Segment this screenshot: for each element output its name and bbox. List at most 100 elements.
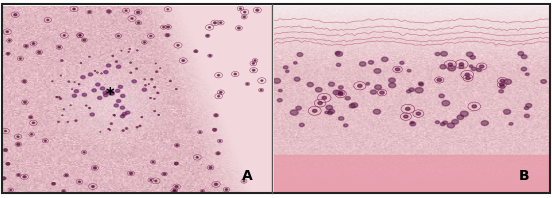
Circle shape	[136, 127, 137, 128]
Circle shape	[307, 82, 314, 87]
Circle shape	[370, 90, 376, 94]
Circle shape	[123, 130, 124, 131]
Circle shape	[343, 124, 348, 127]
Circle shape	[415, 88, 423, 93]
Circle shape	[199, 132, 201, 133]
Circle shape	[404, 115, 408, 118]
Circle shape	[121, 94, 125, 97]
Circle shape	[111, 123, 112, 124]
Circle shape	[499, 90, 503, 93]
Circle shape	[130, 62, 131, 63]
Circle shape	[123, 112, 126, 115]
Circle shape	[175, 186, 178, 188]
Circle shape	[110, 92, 114, 95]
Circle shape	[471, 67, 476, 70]
Circle shape	[322, 96, 326, 99]
Circle shape	[503, 109, 511, 114]
Circle shape	[108, 92, 113, 95]
Circle shape	[459, 65, 464, 69]
Circle shape	[252, 69, 255, 71]
Circle shape	[500, 85, 505, 89]
Circle shape	[58, 46, 61, 48]
Circle shape	[14, 14, 17, 16]
Circle shape	[97, 72, 98, 73]
Circle shape	[150, 179, 152, 181]
Circle shape	[381, 57, 388, 62]
Circle shape	[118, 85, 123, 88]
Circle shape	[100, 87, 105, 90]
Circle shape	[57, 97, 58, 98]
Circle shape	[389, 83, 396, 88]
Circle shape	[480, 65, 484, 68]
Circle shape	[234, 73, 236, 75]
Circle shape	[299, 123, 304, 127]
Circle shape	[243, 16, 245, 18]
Circle shape	[137, 22, 140, 24]
Circle shape	[297, 53, 302, 56]
Circle shape	[440, 51, 447, 56]
Circle shape	[351, 103, 358, 108]
Circle shape	[500, 83, 504, 86]
Circle shape	[107, 10, 110, 12]
Circle shape	[152, 161, 154, 163]
Circle shape	[131, 18, 133, 19]
Circle shape	[410, 122, 416, 126]
Circle shape	[411, 122, 414, 124]
Circle shape	[318, 102, 322, 105]
Circle shape	[88, 11, 91, 13]
Circle shape	[447, 123, 454, 128]
Circle shape	[33, 122, 34, 124]
Circle shape	[62, 115, 63, 116]
Circle shape	[76, 120, 77, 121]
Circle shape	[4, 130, 7, 132]
Circle shape	[106, 90, 110, 93]
Circle shape	[79, 35, 81, 36]
Circle shape	[75, 90, 78, 93]
Circle shape	[174, 163, 178, 165]
Circle shape	[521, 67, 527, 71]
Circle shape	[254, 60, 256, 61]
Circle shape	[163, 27, 164, 28]
Circle shape	[457, 115, 464, 120]
Circle shape	[24, 101, 26, 103]
Circle shape	[466, 52, 473, 57]
Circle shape	[136, 68, 137, 69]
Circle shape	[52, 183, 55, 185]
Circle shape	[163, 173, 166, 175]
Circle shape	[509, 123, 513, 125]
Circle shape	[470, 56, 475, 59]
Circle shape	[104, 71, 108, 74]
Circle shape	[126, 128, 127, 129]
Circle shape	[247, 83, 248, 85]
Circle shape	[336, 51, 343, 56]
Circle shape	[68, 81, 70, 82]
Circle shape	[335, 51, 340, 55]
Circle shape	[442, 101, 450, 106]
Circle shape	[118, 35, 119, 37]
Circle shape	[25, 45, 28, 47]
Circle shape	[214, 183, 217, 185]
Circle shape	[86, 105, 87, 106]
Circle shape	[78, 181, 81, 183]
Circle shape	[294, 62, 297, 64]
Circle shape	[95, 83, 100, 86]
Circle shape	[526, 73, 529, 75]
Circle shape	[155, 180, 157, 182]
Circle shape	[176, 145, 178, 146]
Circle shape	[409, 88, 414, 91]
Circle shape	[130, 172, 132, 174]
Circle shape	[160, 68, 161, 69]
Circle shape	[72, 94, 77, 97]
Circle shape	[328, 111, 332, 115]
Circle shape	[217, 152, 219, 154]
Circle shape	[395, 68, 400, 71]
Circle shape	[206, 35, 209, 37]
Circle shape	[92, 186, 94, 188]
Circle shape	[419, 83, 423, 86]
Circle shape	[83, 152, 85, 153]
Circle shape	[116, 100, 121, 103]
Circle shape	[333, 90, 340, 95]
Circle shape	[443, 121, 448, 124]
Circle shape	[73, 8, 75, 10]
Circle shape	[315, 88, 322, 92]
